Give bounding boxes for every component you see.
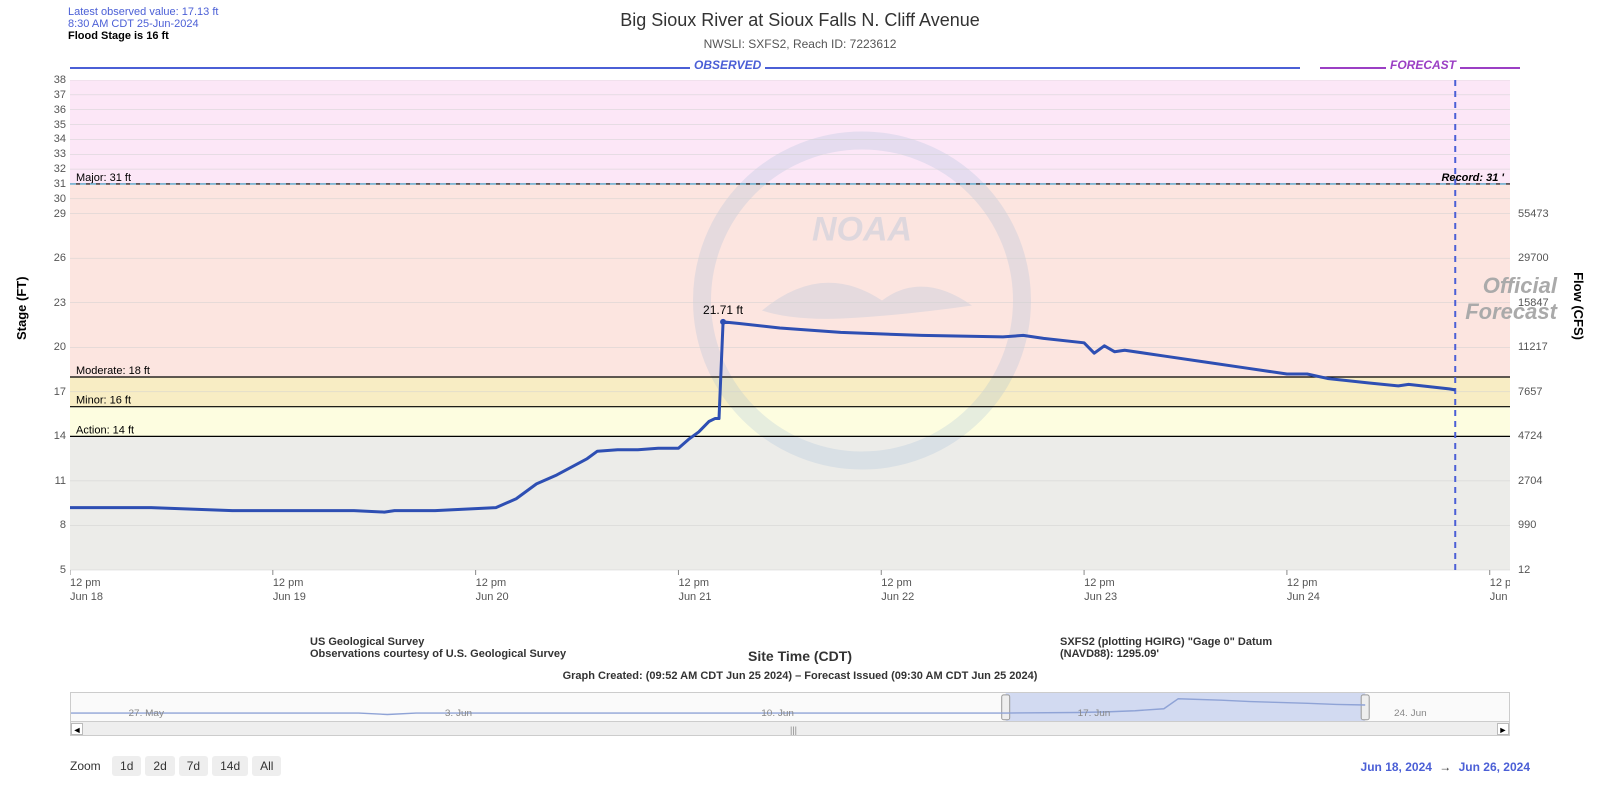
svg-text:Minor: 16 ft: Minor: 16 ft (76, 395, 131, 407)
y-tick-label: 36 (36, 104, 66, 116)
y2-tick-label: 29700 (1518, 252, 1549, 264)
y-tick-label: 34 (36, 133, 66, 145)
zoom-from-date[interactable]: Jun 18, 2024 (1361, 760, 1432, 774)
svg-text:12 pm: 12 pm (70, 577, 101, 589)
graph-created-note: Graph Created: (09:52 AM CDT Jun 25 2024… (0, 670, 1600, 682)
footer-source-1: US Geological Survey (310, 636, 566, 648)
flood-stage-note: Flood Stage is 16 ft (68, 30, 218, 42)
zoom-label: Zoom (70, 759, 101, 773)
svg-text:Jun 20: Jun 20 (476, 591, 509, 603)
y2-tick-label: 990 (1518, 519, 1536, 531)
y-tick-label: 38 (36, 74, 66, 86)
observed-section-line (70, 67, 1300, 69)
y2-tick-label: 15847 (1518, 297, 1549, 309)
svg-text:NOAA: NOAA (812, 211, 912, 249)
svg-text:Jun 22: Jun 22 (881, 591, 914, 603)
y2-tick-label: 12 (1518, 564, 1530, 576)
latest-observed-value: Latest observed value: 17.13 ft (68, 6, 218, 18)
svg-text:3. Jun: 3. Jun (445, 708, 472, 719)
svg-text:12 pm: 12 pm (1084, 577, 1115, 589)
nav-scroll-left[interactable]: ◄ (71, 723, 83, 735)
svg-text:Jun 19: Jun 19 (273, 591, 306, 603)
x-axis-title: Site Time (CDT) (0, 648, 1600, 664)
y-tick-label: 31 (36, 178, 66, 190)
zoom-to-date[interactable]: Jun 26, 2024 (1459, 760, 1530, 774)
y-tick-label: 37 (36, 89, 66, 101)
y-tick-label: 8 (36, 519, 66, 531)
svg-text:12 pm: 12 pm (1287, 577, 1318, 589)
zoom-1d-button[interactable]: 1d (112, 756, 141, 776)
svg-text:Jun 24: Jun 24 (1287, 591, 1320, 603)
svg-text:21.71 ft: 21.71 ft (703, 303, 744, 317)
svg-text:17. Jun: 17. Jun (1078, 708, 1111, 719)
y2-tick-label: 4724 (1518, 430, 1542, 442)
y-axis-label-stage: Stage (FT) (14, 276, 29, 340)
svg-text:12 pm: 12 pm (476, 577, 507, 589)
zoom-2d-button[interactable]: 2d (145, 756, 174, 776)
svg-text:Jun 21: Jun 21 (678, 591, 711, 603)
y-tick-label: 30 (36, 193, 66, 205)
svg-text:12 pm: 12 pm (1490, 577, 1510, 589)
y-tick-label: 33 (36, 148, 66, 160)
svg-text:12 pm: 12 pm (678, 577, 709, 589)
nav-scroll-right[interactable]: ► (1497, 723, 1509, 735)
y-tick-label: 14 (36, 430, 66, 442)
svg-text:Major: 31 ft: Major: 31 ft (76, 172, 131, 184)
svg-text:Jun 25: Jun 25 (1490, 591, 1510, 603)
forecast-section-label: FORECAST (1386, 58, 1460, 72)
y2-tick-label: 11217 (1518, 341, 1548, 353)
chart-title: Big Sioux River at Sioux Falls N. Cliff … (0, 0, 1600, 31)
y2-tick-label: 7657 (1518, 386, 1542, 398)
svg-text:12 pm: 12 pm (881, 577, 912, 589)
nav-scroll-thumb[interactable]: ||| (790, 725, 797, 735)
svg-text:Jun 23: Jun 23 (1084, 591, 1117, 603)
y2-tick-label: 55473 (1518, 208, 1549, 220)
range-navigator[interactable]: 27. May 3. Jun 10. Jun 17. Jun 24. Jun ◄ ► |… (70, 692, 1510, 736)
main-chart[interactable]: NOAA Action: 14 ft Minor: 16 ft Moderate: 1… (70, 80, 1510, 610)
svg-text:24. Jun: 24. Jun (1394, 708, 1427, 719)
observed-section-label: OBSERVED (690, 58, 765, 72)
latest-observed-time: 8:30 AM CDT 25-Jun-2024 (68, 18, 218, 30)
chart-subtitle: NWSLI: SXFS2, Reach ID: 7223612 (0, 37, 1600, 51)
zoom-7d-button[interactable]: 7d (179, 756, 208, 776)
y-tick-label: 35 (36, 119, 66, 131)
y-tick-label: 29 (36, 208, 66, 220)
y-tick-label: 23 (36, 297, 66, 309)
y-tick-label: 5 (36, 564, 66, 576)
svg-text:10. Jun: 10. Jun (761, 708, 794, 719)
y-tick-label: 32 (36, 163, 66, 175)
svg-text:Jun 18: Jun 18 (70, 591, 103, 603)
y2-tick-label: 2704 (1518, 475, 1542, 487)
svg-text:Record: 31 ': Record: 31 ' (1441, 172, 1504, 184)
svg-text:Action: 14 ft: Action: 14 ft (76, 424, 134, 436)
svg-text:Moderate: 18 ft: Moderate: 18 ft (76, 365, 150, 377)
y-tick-label: 11 (36, 475, 66, 487)
zoom-14d-button[interactable]: 14d (212, 756, 248, 776)
y-axis-label-flow: Flow (CFS) (1571, 272, 1586, 340)
zoom-arrow: → (1435, 760, 1455, 774)
y-tick-label: 26 (36, 252, 66, 264)
svg-text:12 pm: 12 pm (273, 577, 304, 589)
y-tick-label: 17 (36, 386, 66, 398)
zoom-All-button[interactable]: All (252, 756, 281, 776)
svg-text:27. May: 27. May (129, 708, 165, 719)
y-tick-label: 20 (36, 341, 66, 353)
